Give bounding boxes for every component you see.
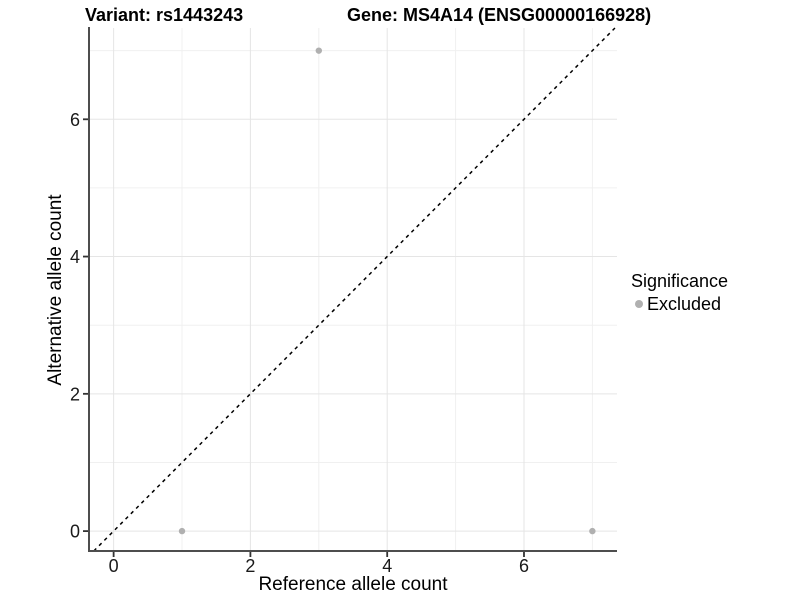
x-tick-label: 6 bbox=[519, 556, 529, 576]
legend-item-label: Excluded bbox=[647, 293, 722, 314]
excluded-point-icon bbox=[635, 300, 643, 309]
x-tick-label: 4 bbox=[382, 556, 392, 576]
plot-title-gene: Gene: MS4A14 (ENSG00000166928) bbox=[347, 5, 652, 25]
y-axis-title: Alternative allele count bbox=[45, 194, 66, 386]
y-tick-label: 2 bbox=[70, 384, 80, 404]
data-point bbox=[315, 47, 323, 54]
y-tick-label: 0 bbox=[70, 522, 80, 542]
data-point bbox=[178, 527, 186, 535]
x-tick-label: 0 bbox=[109, 556, 119, 576]
legend: Significance Excluded bbox=[631, 271, 728, 314]
y-tick-label: 4 bbox=[70, 247, 80, 267]
data-point bbox=[589, 527, 596, 535]
legend-item-excluded: Excluded bbox=[631, 294, 728, 315]
identity-reference-line bbox=[93, 27, 616, 552]
legend-title: Significance bbox=[631, 271, 729, 291]
y-tick-label: 6 bbox=[70, 110, 80, 130]
x-tick-label: 2 bbox=[245, 556, 255, 576]
plot-title-variant: Variant: rs1443243 bbox=[85, 5, 244, 25]
x-axis-title: Reference allele count bbox=[258, 574, 448, 595]
